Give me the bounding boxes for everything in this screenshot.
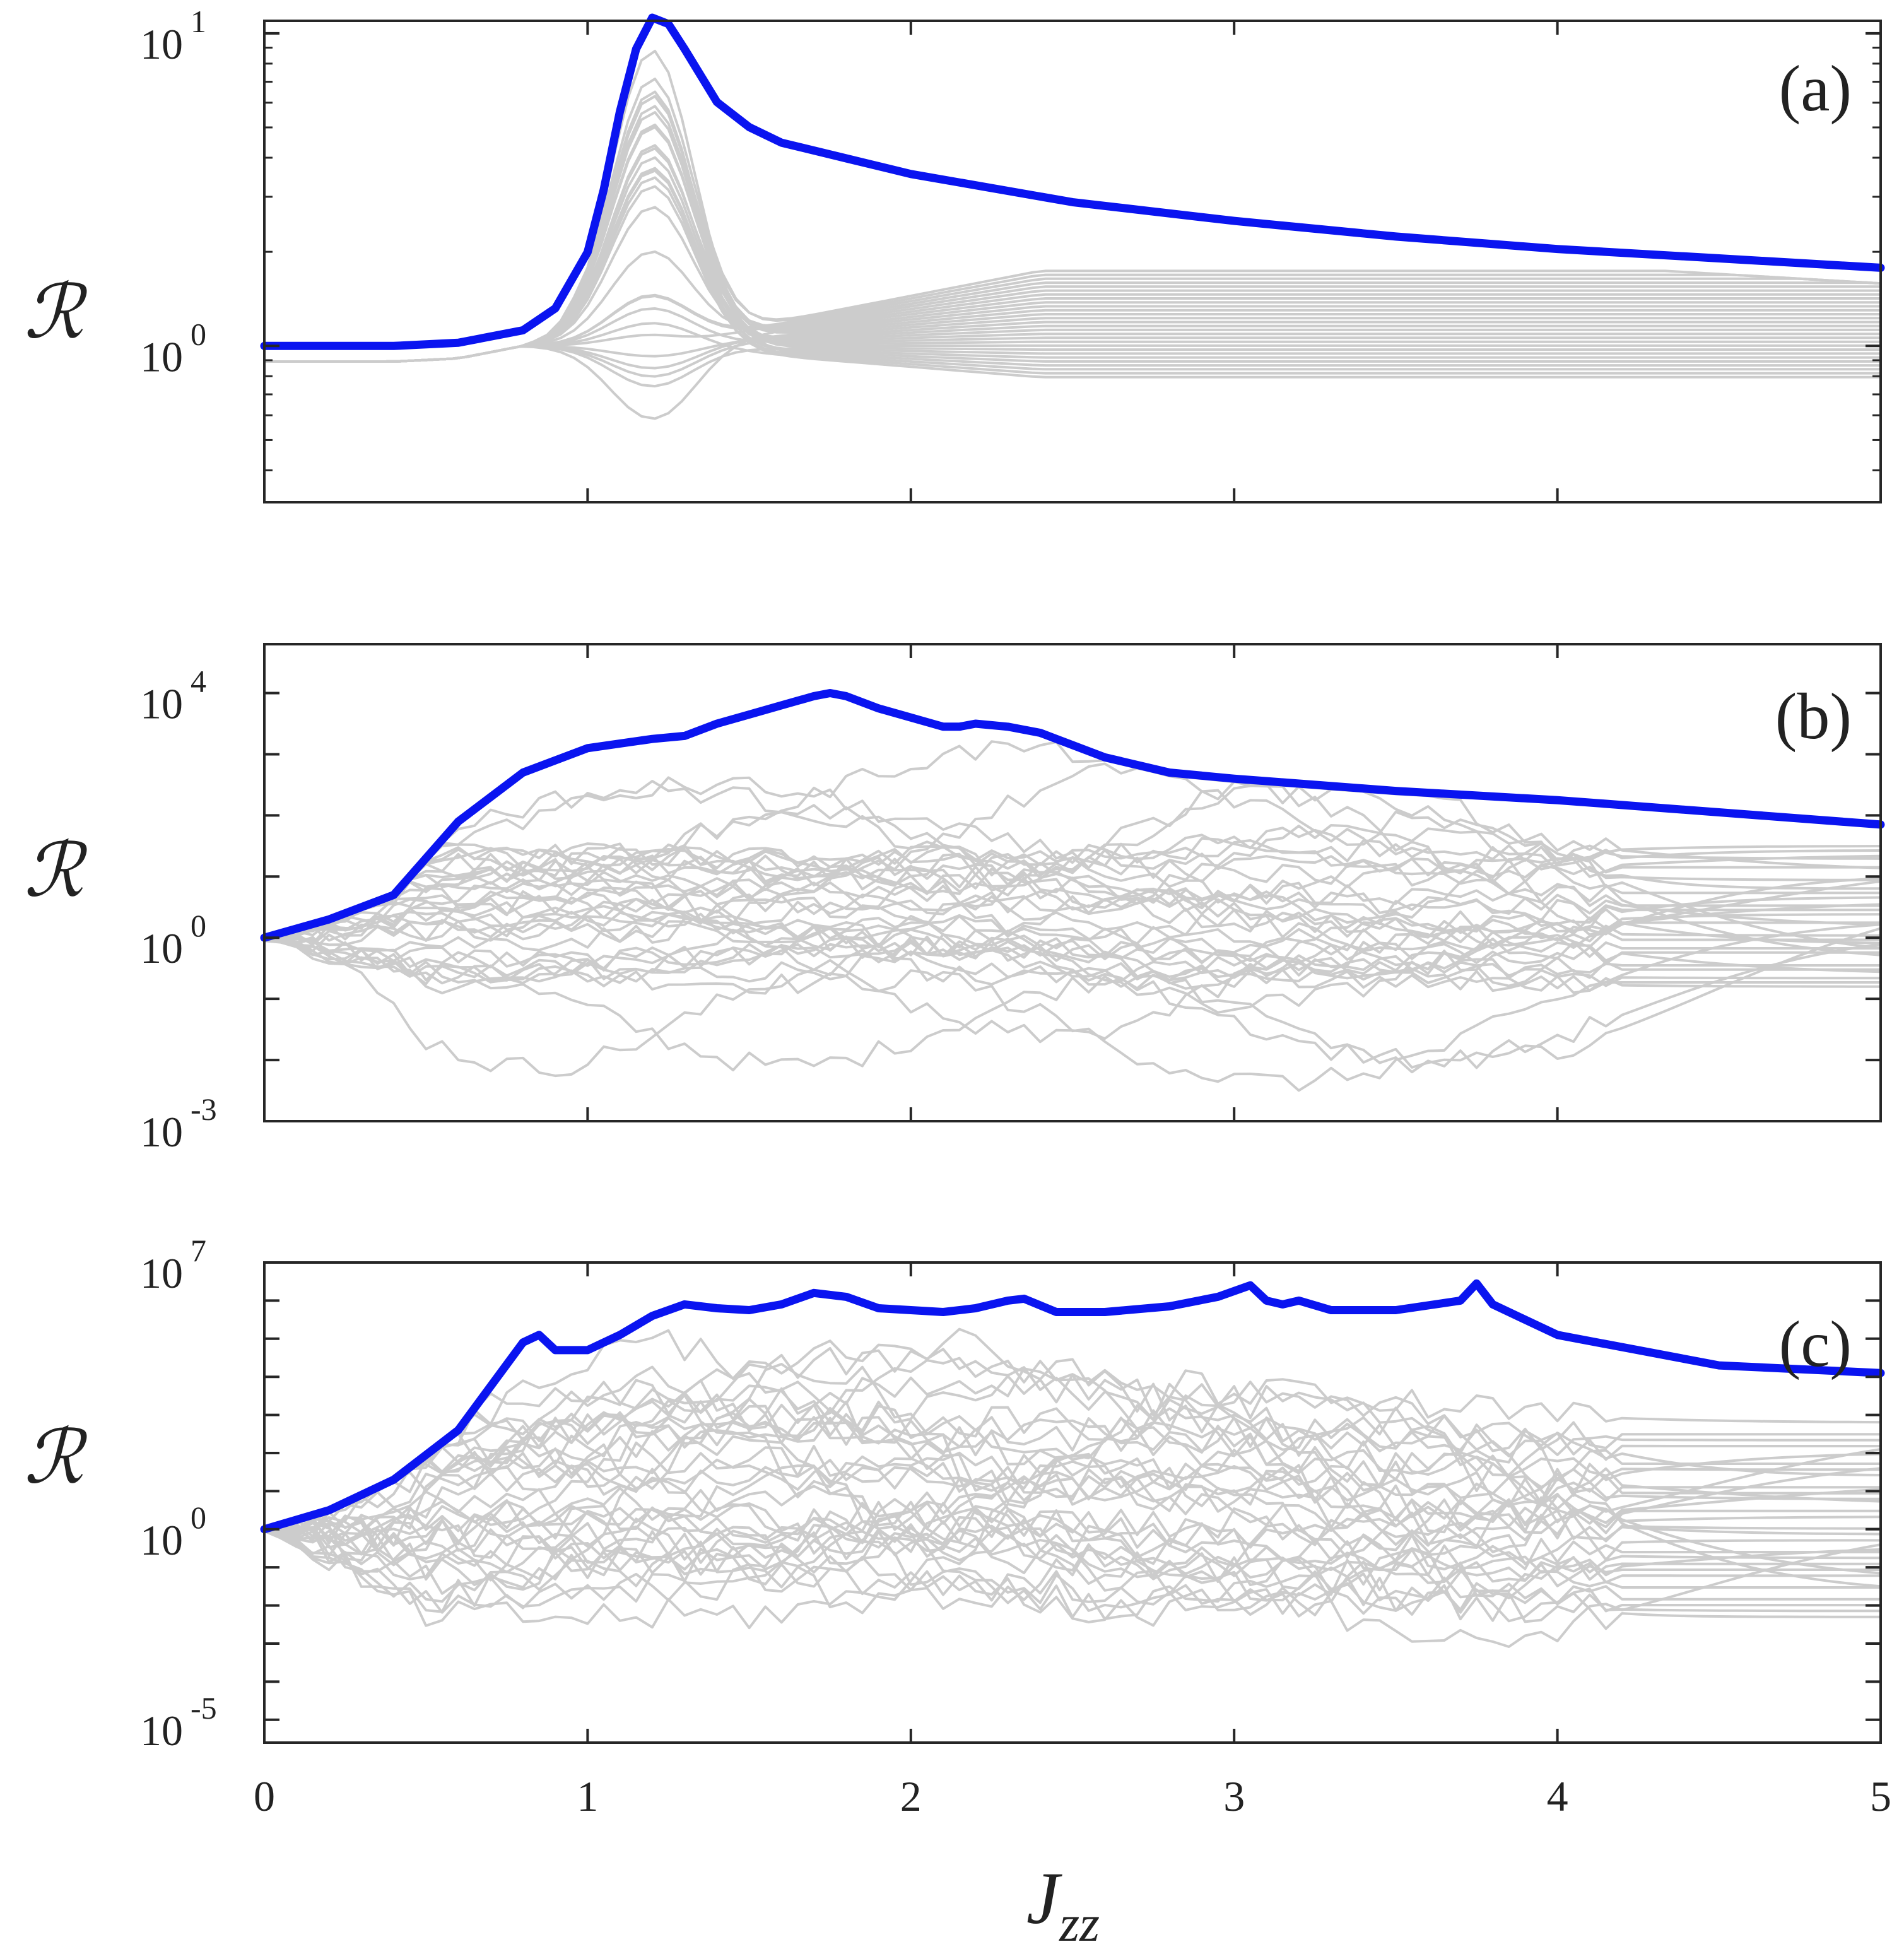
background-line bbox=[264, 277, 1881, 363]
background-line bbox=[264, 1441, 1881, 1553]
x-axis-label: Jzz bbox=[1026, 1857, 1100, 1952]
y-tick-label: 10 bbox=[140, 1108, 183, 1156]
ticks-b bbox=[263, 644, 1882, 1122]
y-tick-label: 10 bbox=[140, 1516, 183, 1564]
background-line bbox=[264, 1411, 1881, 1548]
panel-c: 10 -510 010 7 ℛ (c) bbox=[24, 1233, 1885, 1755]
axes-frame-a bbox=[263, 20, 1882, 503]
ticks-c bbox=[263, 1261, 1882, 1743]
background-line bbox=[264, 810, 1881, 968]
y-tick-label-exponent: 0 bbox=[191, 1500, 206, 1535]
background-line bbox=[264, 1327, 1881, 1533]
background-line bbox=[264, 1416, 1881, 1533]
ylabel-b: ℛ bbox=[24, 830, 88, 912]
y-tick-label-exponent: 0 bbox=[191, 316, 206, 351]
background-line bbox=[264, 1446, 1881, 1620]
y-tick-label: 10 bbox=[140, 20, 183, 68]
background-line bbox=[264, 851, 1881, 946]
background-lines-a bbox=[264, 49, 1881, 420]
background-line bbox=[264, 1367, 1881, 1533]
y-tick-label-exponent: 1 bbox=[191, 4, 206, 39]
x-tick-label: 4 bbox=[1547, 1772, 1568, 1820]
y-tick-label-base: 10 bbox=[140, 924, 183, 972]
highlight-line-a bbox=[260, 13, 1885, 350]
background-line bbox=[264, 827, 1881, 943]
background-line bbox=[264, 854, 1881, 943]
background-line bbox=[264, 95, 1881, 363]
background-line bbox=[264, 1505, 1881, 1648]
panel-label-c: (c) bbox=[1779, 1308, 1852, 1380]
background-lines-b bbox=[264, 740, 1881, 1092]
ticks-a bbox=[263, 21, 1882, 502]
background-line bbox=[264, 1508, 1881, 1581]
y-tick-label-base: 10 bbox=[140, 333, 183, 380]
ylabel-a: ℛ bbox=[24, 271, 88, 354]
highlight-line-b bbox=[260, 689, 1885, 942]
highlight-line-c bbox=[260, 1279, 1885, 1534]
y-tick-label: 10 bbox=[140, 924, 183, 972]
background-line bbox=[264, 938, 1881, 1072]
y-tick-label-base: 10 bbox=[140, 1108, 183, 1156]
background-line bbox=[264, 907, 1881, 990]
y-tick-label-base: 10 bbox=[140, 680, 183, 728]
y-tick-label-base: 10 bbox=[140, 20, 183, 68]
y-tick-label-base: 10 bbox=[140, 1249, 183, 1297]
background-line bbox=[264, 1526, 1881, 1592]
background-line bbox=[264, 780, 1881, 943]
axes-frame-c bbox=[263, 1261, 1882, 1744]
background-line bbox=[264, 901, 1881, 965]
background-line bbox=[264, 1384, 1881, 1570]
axes-frame-b bbox=[263, 643, 1882, 1122]
background-line bbox=[264, 1524, 1881, 1627]
background-line bbox=[264, 1329, 1881, 1533]
background-line bbox=[264, 842, 1881, 943]
x-tick-label: 2 bbox=[900, 1772, 922, 1820]
background-line bbox=[264, 1493, 1881, 1615]
ylabel-c: ℛ bbox=[24, 1416, 88, 1499]
background-line bbox=[264, 1380, 1881, 1533]
y-tick-label: 10 bbox=[140, 1249, 183, 1297]
y-tick-label-exponent: -5 bbox=[191, 1690, 217, 1726]
background-line bbox=[264, 842, 1881, 943]
y-tick-label: 10 bbox=[140, 680, 183, 728]
panel-label-b: (b) bbox=[1775, 680, 1852, 753]
x-tick-label: 5 bbox=[1870, 1772, 1891, 1820]
x-axis-label-subscript: zz bbox=[1059, 1895, 1100, 1952]
ytick-labels-c: 10 -510 010 7 bbox=[140, 1233, 217, 1755]
background-line bbox=[264, 837, 1881, 943]
background-line bbox=[264, 762, 1881, 953]
panel-b: 10 -310 010 4 ℛ (b) bbox=[24, 643, 1885, 1156]
background-line bbox=[264, 881, 1881, 943]
background-line bbox=[264, 937, 1881, 1078]
y-tick-label-base: 10 bbox=[140, 1516, 183, 1564]
y-tick-label: 10 bbox=[140, 333, 183, 380]
y-tick-label-exponent: 7 bbox=[191, 1233, 206, 1268]
y-tick-label-exponent: 4 bbox=[191, 664, 206, 699]
panel-label-a: (a) bbox=[1779, 52, 1852, 125]
x-axis-label-main: J bbox=[1026, 1857, 1062, 1939]
background-line bbox=[264, 934, 1881, 987]
background-line bbox=[264, 872, 1881, 1069]
y-tick-label-base: 10 bbox=[140, 1707, 183, 1755]
background-line bbox=[264, 886, 1881, 1014]
background-line bbox=[264, 1403, 1881, 1533]
x-tick-label: 1 bbox=[577, 1772, 598, 1820]
background-lines-c bbox=[264, 1327, 1881, 1648]
background-line bbox=[264, 776, 1881, 943]
y-tick-label: 10 bbox=[140, 1707, 183, 1755]
background-line bbox=[264, 907, 1881, 986]
y-tick-label-exponent: 0 bbox=[191, 908, 206, 943]
background-line bbox=[264, 1500, 1881, 1547]
x-tick-label: 3 bbox=[1223, 1772, 1245, 1820]
xtick-labels: 0 1 2 3 4 5 bbox=[254, 1772, 1891, 1820]
background-line bbox=[264, 848, 1881, 1044]
ytick-labels-b: 10 -310 010 4 bbox=[140, 664, 217, 1156]
x-tick-label: 0 bbox=[254, 1772, 275, 1820]
y-tick-label-exponent: -3 bbox=[191, 1092, 217, 1127]
